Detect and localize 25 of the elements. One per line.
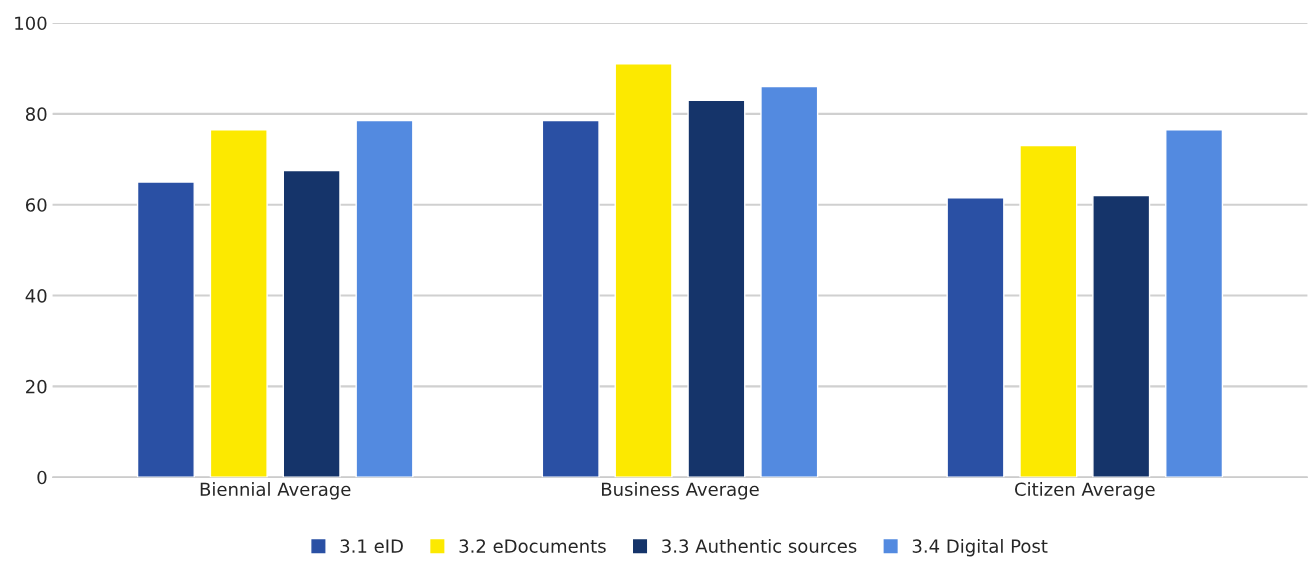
y-tick-label: 100 (15, 16, 47, 31)
bar (209, 129, 268, 478)
bar (1165, 129, 1224, 478)
bar (687, 99, 746, 478)
x-tick-label: Business Average (602, 482, 759, 500)
y-tick-label: 60 (25, 198, 47, 212)
y-tick-label: 20 (26, 379, 47, 394)
y-tick-label: 0 (37, 470, 47, 485)
legend-label: 3.2 eDocuments (459, 539, 606, 553)
y-tick-label: 40 (25, 289, 47, 303)
bar (355, 119, 414, 478)
legend-label: 3.4 Digital Post (912, 538, 1048, 557)
bar (1092, 194, 1151, 478)
x-tick-label: Citizen Average (1014, 482, 1155, 500)
bar (614, 63, 673, 478)
bar (136, 181, 195, 478)
legend-label: 3.1 eID (340, 539, 403, 553)
bar (541, 119, 600, 478)
legend-label: 3.3 Authentic sources (662, 538, 857, 553)
bar (282, 169, 341, 478)
x-tick-label: Biennial Average (200, 482, 351, 500)
bar (946, 197, 1005, 478)
bar (760, 85, 819, 478)
bar (1019, 144, 1078, 478)
y-tick-label: 80 (25, 107, 47, 121)
